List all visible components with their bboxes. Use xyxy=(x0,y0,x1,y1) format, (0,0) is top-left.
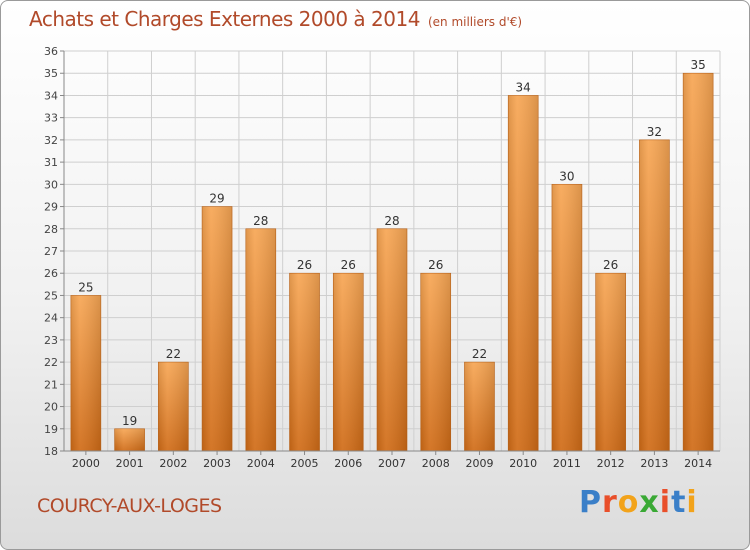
bar-shade xyxy=(551,184,582,452)
y-tick-label: 20 xyxy=(44,401,58,414)
x-tick-label: 2008 xyxy=(422,457,450,470)
bar-shade xyxy=(683,73,714,451)
bar-shade xyxy=(377,228,407,451)
data-label: 30 xyxy=(559,169,574,183)
x-tick-label: 2001 xyxy=(116,457,144,470)
logo-letter: i xyxy=(686,485,698,520)
bar-shade xyxy=(158,362,189,451)
data-label: 22 xyxy=(166,347,181,361)
x-tick-label: 2013 xyxy=(640,457,668,470)
chart-subtitle: (en milliers d'€) xyxy=(427,15,523,29)
proxiti-logo: Proxiti xyxy=(579,485,698,520)
bar-shade xyxy=(245,228,276,451)
y-tick-label: 21 xyxy=(44,378,58,391)
y-tick-label: 31 xyxy=(44,156,58,169)
bar-shade xyxy=(70,295,101,451)
bar-shade xyxy=(202,206,233,451)
x-tick-label: 2011 xyxy=(553,457,581,470)
x-tick-label: 2012 xyxy=(597,457,625,470)
logo-letter: x xyxy=(639,485,660,520)
logo-letter: r xyxy=(602,485,618,520)
data-label: 32 xyxy=(647,125,662,139)
y-tick-label: 26 xyxy=(44,267,58,280)
logo-letter: i xyxy=(659,485,672,520)
y-tick-label: 27 xyxy=(44,245,58,258)
x-tick-label: 2009 xyxy=(465,457,493,470)
y-tick-label: 33 xyxy=(44,112,58,125)
chart-title-text: Achats et Charges Externes 2000 à 2014 xyxy=(29,7,420,31)
bar-shade xyxy=(508,95,539,451)
data-label: 22 xyxy=(472,347,487,361)
data-label: 29 xyxy=(209,192,224,206)
bar-shade xyxy=(639,139,670,451)
data-label: 34 xyxy=(516,80,531,94)
x-tick-label: 2005 xyxy=(291,457,319,470)
bar-shade xyxy=(420,273,451,451)
y-tick-label: 35 xyxy=(44,67,58,80)
bar-shade xyxy=(333,273,364,451)
logo-letter: o xyxy=(617,485,640,520)
data-label: 26 xyxy=(341,258,356,272)
x-tick-label: 2006 xyxy=(334,457,362,470)
x-tick-label: 2004 xyxy=(247,457,275,470)
y-tick-label: 29 xyxy=(44,201,58,214)
y-tick-label: 18 xyxy=(44,445,58,458)
x-tick-label: 2014 xyxy=(684,457,712,470)
data-label: 28 xyxy=(253,214,268,228)
y-tick-label: 34 xyxy=(44,89,58,102)
y-tick-label: 32 xyxy=(44,134,58,147)
y-tick-label: 23 xyxy=(44,334,58,347)
bar-shade xyxy=(289,273,320,451)
chart-title: Achats et Charges Externes 2000 à 2014 (e… xyxy=(29,7,522,31)
data-label: 28 xyxy=(384,214,399,228)
x-tick-label: 2007 xyxy=(378,457,406,470)
bar-shade xyxy=(114,428,145,451)
data-label: 26 xyxy=(297,258,312,272)
bar-shade xyxy=(595,273,626,451)
x-tick-label: 2002 xyxy=(159,457,187,470)
x-tick-label: 2000 xyxy=(72,457,100,470)
y-tick-label: 25 xyxy=(44,289,58,302)
logo-letter: P xyxy=(579,485,602,520)
data-label: 19 xyxy=(122,414,137,428)
y-tick-label: 22 xyxy=(44,356,58,369)
data-label: 26 xyxy=(603,258,618,272)
bar-shade xyxy=(464,362,495,451)
x-tick-label: 2003 xyxy=(203,457,231,470)
data-label: 26 xyxy=(428,258,443,272)
logo-letter: t xyxy=(671,485,687,520)
x-tick-label: 2010 xyxy=(509,457,537,470)
y-tick-label: 19 xyxy=(44,423,58,436)
data-label: 25 xyxy=(78,280,93,294)
data-label: 35 xyxy=(690,58,705,72)
y-tick-label: 28 xyxy=(44,223,58,236)
y-tick-label: 24 xyxy=(44,312,58,325)
y-tick-label: 36 xyxy=(44,45,58,58)
commune-name: COURCY-AUX-LOGES xyxy=(37,495,222,517)
y-tick-label: 30 xyxy=(44,178,58,191)
